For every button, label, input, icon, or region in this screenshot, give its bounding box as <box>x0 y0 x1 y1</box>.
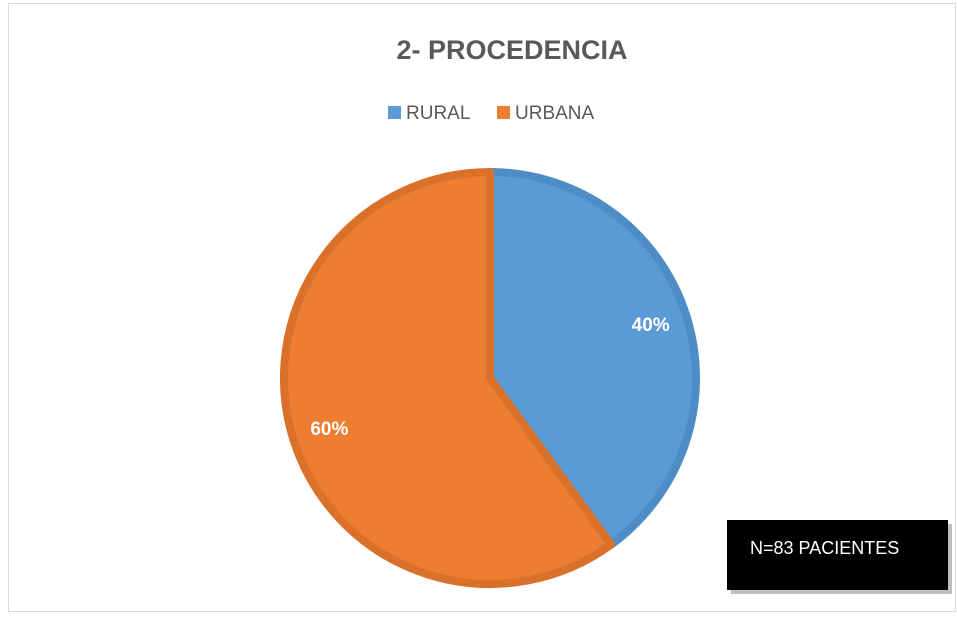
legend: RURAL URBANA <box>388 103 595 124</box>
data-label: 40% <box>632 315 670 336</box>
legend-label: RURAL <box>406 103 470 124</box>
legend-label: URBANA <box>515 103 595 124</box>
legend-swatch <box>388 106 401 119</box>
chart-title: 2- PROCEDENCIA <box>396 35 627 65</box>
annotation-box <box>727 520 948 590</box>
pie-slice <box>280 168 616 588</box>
pie-slice <box>486 168 700 549</box>
legend-swatch <box>497 106 510 119</box>
pie: 40% 60% <box>280 168 700 588</box>
data-label: 60% <box>310 419 348 440</box>
annotation: N=83 PACIENTES <box>750 538 899 558</box>
